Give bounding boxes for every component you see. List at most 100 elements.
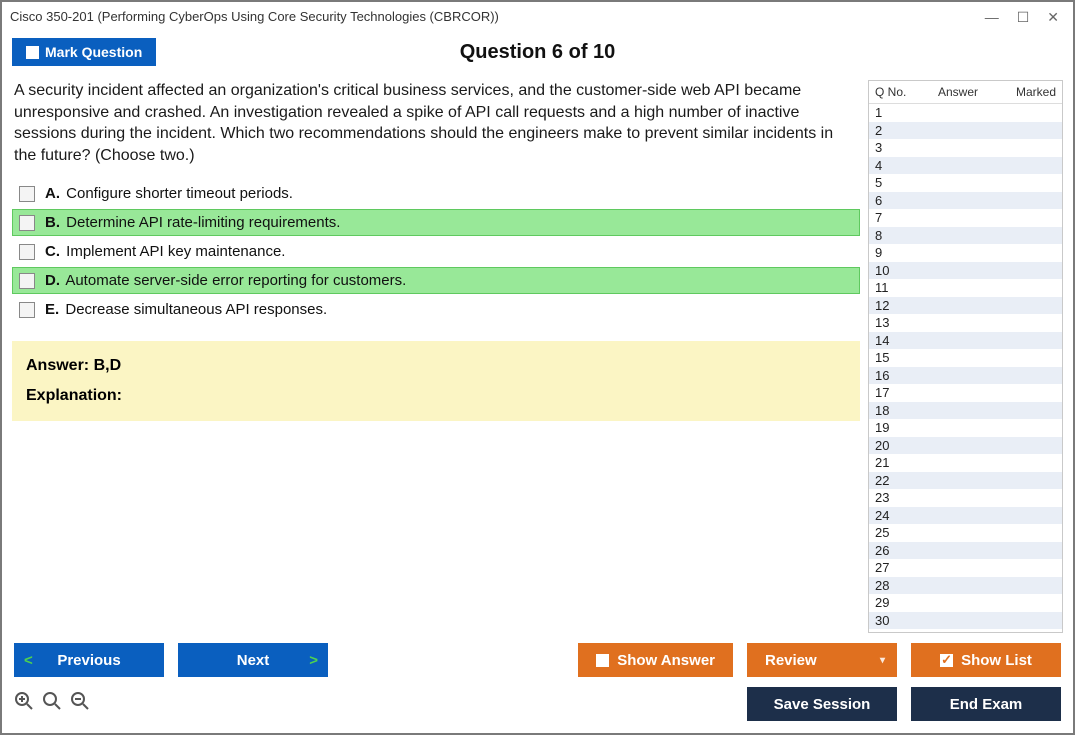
question-list-row[interactable]: 1	[869, 104, 1062, 122]
question-text: A security incident affected an organiza…	[12, 80, 860, 180]
question-number: 18	[875, 403, 915, 418]
choice-a[interactable]: A. Configure shorter timeout periods.	[12, 180, 860, 207]
previous-button[interactable]: < Previous	[14, 643, 164, 677]
question-number: 17	[875, 385, 915, 400]
review-label: Review	[765, 652, 817, 669]
question-list-row[interactable]: 13	[869, 314, 1062, 332]
question-list-panel: Q No. Answer Marked 12345678910111213141…	[868, 80, 1063, 633]
show-answer-button[interactable]: Show Answer	[578, 643, 733, 677]
question-list-header: Q No. Answer Marked	[869, 81, 1062, 104]
maximize-icon[interactable]: ☐	[1017, 10, 1030, 24]
question-number: 23	[875, 490, 915, 505]
question-list-row[interactable]: 2	[869, 122, 1062, 140]
question-list-row[interactable]: 20	[869, 437, 1062, 455]
question-list-row[interactable]: 10	[869, 262, 1062, 280]
mark-question-button[interactable]: Mark Question	[12, 38, 156, 66]
question-number: 27	[875, 560, 915, 575]
question-number: 3	[875, 140, 915, 155]
question-list-row[interactable]: 27	[869, 559, 1062, 577]
checkbox-icon[interactable]	[19, 302, 35, 318]
show-list-label: Show List	[961, 652, 1032, 669]
question-list-row[interactable]: 28	[869, 577, 1062, 595]
minimize-icon[interactable]: —	[985, 10, 999, 24]
zoom-reset-icon[interactable]	[42, 691, 62, 717]
question-number: 9	[875, 245, 915, 260]
bottom-bar: < Previous Next > Show Answer Review ▾ S…	[2, 633, 1073, 733]
question-list-row[interactable]: 25	[869, 524, 1062, 542]
question-number: 16	[875, 368, 915, 383]
question-list-row[interactable]: 23	[869, 489, 1062, 507]
question-number: 29	[875, 595, 915, 610]
previous-label: Previous	[57, 652, 120, 669]
question-list-row[interactable]: 29	[869, 594, 1062, 612]
question-number: 10	[875, 263, 915, 278]
close-icon[interactable]: ✕	[1047, 10, 1059, 24]
question-number: 26	[875, 543, 915, 558]
choice-text: C. Implement API key maintenance.	[45, 243, 285, 260]
zoom-in-icon[interactable]	[14, 691, 34, 717]
checkbox-icon[interactable]	[19, 215, 35, 231]
show-list-button[interactable]: Show List	[911, 643, 1061, 677]
col-qno: Q No.	[875, 85, 915, 99]
question-list[interactable]: 1234567891011121314151617181920212223242…	[869, 104, 1062, 632]
question-number: 14	[875, 333, 915, 348]
dropdown-icon: ▾	[880, 655, 885, 666]
question-number: 25	[875, 525, 915, 540]
choice-e[interactable]: E. Decrease simultaneous API responses.	[12, 296, 860, 323]
question-list-row[interactable]: 9	[869, 244, 1062, 262]
answer-panel: Answer: B,D Explanation:	[12, 341, 860, 421]
question-list-row[interactable]: 30	[869, 612, 1062, 630]
choice-text: D. Automate server-side error reporting …	[45, 272, 406, 289]
question-number: 15	[875, 350, 915, 365]
save-session-button[interactable]: Save Session	[747, 687, 897, 721]
choice-c[interactable]: C. Implement API key maintenance.	[12, 238, 860, 265]
question-number: 4	[875, 158, 915, 173]
question-list-row[interactable]: 16	[869, 367, 1062, 385]
checked-square-icon	[940, 654, 953, 667]
checkbox-icon[interactable]	[19, 186, 35, 202]
question-list-row[interactable]: 14	[869, 332, 1062, 350]
chevron-left-icon: <	[24, 652, 33, 669]
save-session-label: Save Session	[774, 696, 871, 713]
question-number: 30	[875, 613, 915, 628]
question-list-row[interactable]: 24	[869, 507, 1062, 525]
topbar: Mark Question Question 6 of 10	[2, 32, 1073, 80]
main-column: A security incident affected an organiza…	[12, 80, 860, 633]
answer-line: Answer: B,D	[26, 357, 846, 375]
zoom-controls	[14, 691, 90, 717]
explanation-label: Explanation:	[26, 387, 846, 405]
choice-text: B. Determine API rate-limiting requireme…	[45, 214, 340, 231]
question-number: 20	[875, 438, 915, 453]
question-list-row[interactable]: 4	[869, 157, 1062, 175]
zoom-out-icon[interactable]	[70, 691, 90, 717]
question-number: 11	[875, 280, 915, 295]
end-exam-button[interactable]: End Exam	[911, 687, 1061, 721]
question-list-row[interactable]: 11	[869, 279, 1062, 297]
question-list-row[interactable]: 21	[869, 454, 1062, 472]
checkbox-icon[interactable]	[19, 273, 35, 289]
review-button[interactable]: Review ▾	[747, 643, 897, 677]
question-list-row[interactable]: 18	[869, 402, 1062, 420]
question-number: 13	[875, 315, 915, 330]
choice-d[interactable]: D. Automate server-side error reporting …	[12, 267, 860, 294]
checkbox-icon[interactable]	[19, 244, 35, 260]
question-list-row[interactable]: 7	[869, 209, 1062, 227]
question-list-row[interactable]: 19	[869, 419, 1062, 437]
question-list-row[interactable]: 26	[869, 542, 1062, 560]
question-list-row[interactable]: 8	[869, 227, 1062, 245]
question-list-row[interactable]: 3	[869, 139, 1062, 157]
question-list-row[interactable]: 22	[869, 472, 1062, 490]
next-button[interactable]: Next >	[178, 643, 328, 677]
question-list-row[interactable]: 5	[869, 174, 1062, 192]
question-list-row[interactable]: 15	[869, 349, 1062, 367]
next-label: Next	[237, 652, 270, 669]
checkbox-icon	[26, 46, 39, 59]
question-number: 24	[875, 508, 915, 523]
question-list-row[interactable]: 17	[869, 384, 1062, 402]
question-list-row[interactable]: 12	[869, 297, 1062, 315]
question-list-row[interactable]: 6	[869, 192, 1062, 210]
col-marked: Marked	[1001, 85, 1056, 99]
question-number: 2	[875, 123, 915, 138]
col-answer: Answer	[915, 85, 1001, 99]
choice-b[interactable]: B. Determine API rate-limiting requireme…	[12, 209, 860, 236]
